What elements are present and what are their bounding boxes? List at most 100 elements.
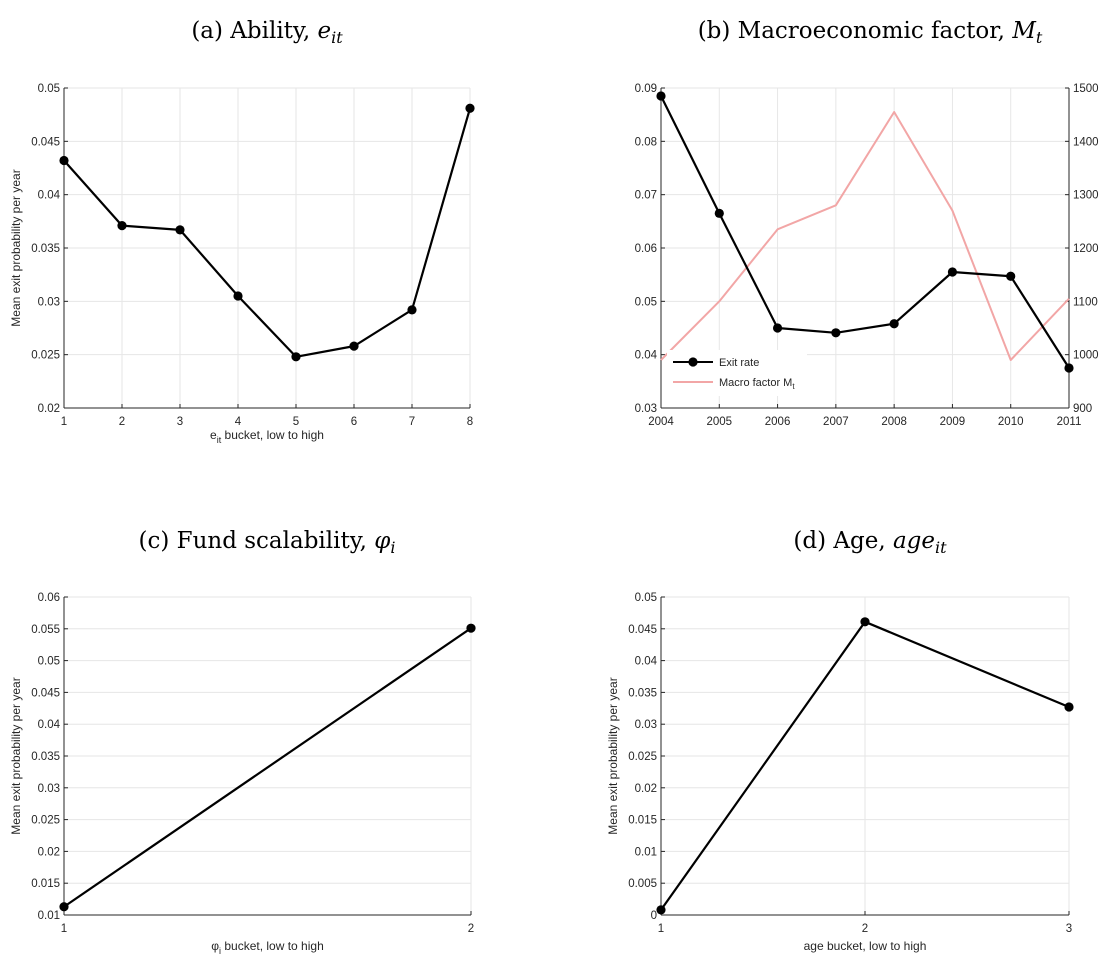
- y-tick-label: 0.015: [31, 878, 60, 890]
- data-point: [1064, 363, 1074, 373]
- y2-tick-label: 1000: [1073, 350, 1099, 362]
- data-point: [772, 323, 783, 333]
- x-tick-label: 2011: [1057, 416, 1082, 428]
- x-tick-label: 2009: [940, 416, 966, 428]
- x-tick-label: 2005: [706, 416, 732, 428]
- x-tick-label: 8: [467, 416, 473, 428]
- panel-title-subscript: t: [1036, 28, 1043, 47]
- y2-tick-label: 1100: [1073, 296, 1098, 308]
- data-point: [714, 208, 724, 218]
- y-tick-label: 0.08: [635, 136, 657, 148]
- legend: Exit rate Macro factor Mt: [667, 350, 807, 396]
- x-tick-label: 5: [293, 416, 299, 428]
- y-tick-label: 0.04: [38, 190, 61, 202]
- x-axis-label-c: φi bucket, low to high: [211, 939, 324, 956]
- panel-title-text: (c) Fund scalability,: [138, 528, 374, 554]
- panel-title-text: (b) Macroeconomic factor,: [698, 18, 1013, 44]
- y-tick-label: 0.04: [635, 656, 658, 668]
- data-point: [1006, 271, 1016, 281]
- x-tick-label: 2: [468, 923, 474, 935]
- y2-tick-label: 900: [1073, 403, 1092, 415]
- series-line: [660, 95, 1070, 369]
- y-tick-label: 0.035: [31, 751, 60, 763]
- panel-title-symbol: φ: [374, 528, 391, 554]
- data-point: [175, 225, 185, 235]
- legend-marker: [688, 357, 698, 367]
- x-tick-label: 2: [862, 923, 868, 935]
- data-point: [947, 267, 958, 277]
- y2-tick-label: 1200: [1073, 243, 1099, 255]
- panel-c: (c) Fund scalability, φi1 20.010.0150.020…: [9, 528, 476, 956]
- x-tick-label: 2008: [881, 416, 907, 428]
- panel-title-subscript: it: [935, 538, 947, 557]
- panel-b: (b) Macroeconomic factor, Mt 2004 2005 2006…: [635, 18, 1099, 428]
- y-tick-label: 0.025: [628, 751, 657, 763]
- x-axis-label-text: bucket, low to high: [221, 428, 324, 442]
- y-tick-label: 0.03: [38, 783, 60, 795]
- x-tick-label: 7: [409, 416, 415, 428]
- y-tick-label: 0.07: [635, 190, 657, 202]
- panel-title-subscript: it: [331, 28, 343, 47]
- y-tick-label: 0.025: [31, 350, 60, 362]
- y2-tick-label: 1300: [1073, 190, 1099, 202]
- data-point: [407, 305, 417, 315]
- series-line: [63, 627, 472, 908]
- panel-title-text: (d) Age,: [793, 528, 893, 554]
- data-point: [59, 155, 69, 166]
- panel-title-b: (b) Macroeconomic factor, Mt: [698, 18, 1043, 47]
- data-point: [291, 352, 301, 362]
- data-point: [831, 328, 841, 338]
- y-tick-label: 0.02: [38, 403, 60, 415]
- x-tick-label: 2007: [823, 416, 849, 428]
- x-tick-label: 1: [61, 923, 67, 935]
- y-tick-label: 0: [651, 910, 657, 922]
- data-point: [656, 91, 666, 101]
- x-axis-label-subscript: i: [219, 946, 221, 956]
- macro-factor-line: [660, 111, 1070, 361]
- y-tick-label: 0.05: [38, 83, 60, 95]
- x-axis-label-symbol: e: [210, 428, 217, 442]
- data-point: [656, 905, 666, 915]
- legend-entry: Exit rate: [719, 357, 759, 369]
- data-point: [349, 341, 359, 351]
- x-tick-label: 2004: [648, 416, 674, 428]
- y-tick-label: 0.01: [635, 846, 657, 858]
- x-tick-label: 6: [351, 416, 357, 428]
- y-tick-label: 0.05: [38, 656, 60, 668]
- y-tick-label: 0.05: [635, 592, 657, 604]
- x-tick-label: 3: [1066, 923, 1072, 935]
- y-tick-label: 0.02: [635, 783, 657, 795]
- y-tick-label: 0.05: [635, 296, 657, 308]
- legend-entry-text: Exit rate: [719, 357, 759, 369]
- y-tick-label: 0.005: [628, 878, 657, 890]
- y-tick-label: 0.045: [31, 136, 60, 148]
- x-axis-label-text: bucket, low to high: [221, 939, 324, 953]
- legend-box: [667, 350, 807, 396]
- y-tick-label: 0.03: [635, 719, 657, 731]
- panel-title-symbol: age: [893, 528, 935, 554]
- data-point: [233, 291, 243, 301]
- x-tick-label: 2: [119, 416, 125, 428]
- y-tick-label: 0.06: [38, 592, 60, 604]
- panel-title-subscript: i: [390, 538, 395, 557]
- y-tick-label: 0.025: [31, 815, 60, 827]
- data-point: [117, 221, 127, 231]
- y-tick-label: 0.045: [628, 624, 657, 636]
- data-point: [466, 623, 476, 633]
- y-tick-label: 0.055: [31, 624, 60, 636]
- y-tick-label: 0.035: [31, 243, 60, 255]
- x-axis-label-d: age bucket, low to high: [804, 939, 927, 953]
- y-tick-label: 0.03: [38, 296, 60, 308]
- series-line: [63, 107, 472, 358]
- panel-title-text: (a) Ability,: [191, 18, 317, 44]
- panel-title-a: (a) Ability, eit: [191, 18, 343, 47]
- y-tick-label: 0.04: [38, 719, 61, 731]
- y-tick-label: 0.045: [31, 687, 60, 699]
- x-tick-label: 1: [658, 923, 664, 935]
- data-point: [1064, 702, 1074, 712]
- data-point: [889, 319, 899, 329]
- panel-title-c: (c) Fund scalability, φi: [138, 528, 395, 557]
- y-tick-label: 0.06: [635, 243, 657, 255]
